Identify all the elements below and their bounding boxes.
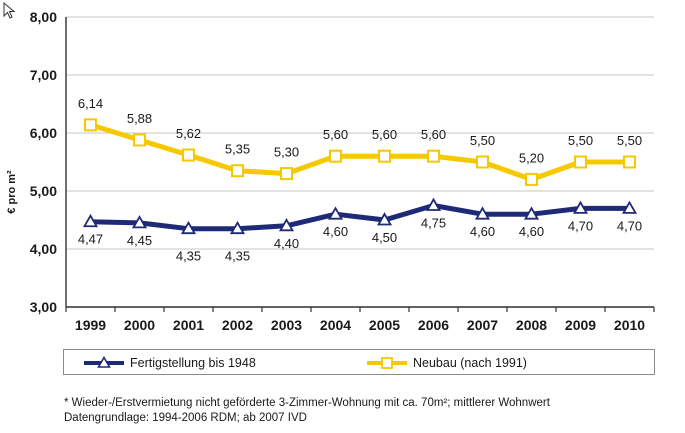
footnote: * Wieder-/Erstvermietung nicht gefördert… (64, 396, 679, 426)
data-point (329, 149, 342, 163)
data-label: 5,50 (470, 133, 495, 148)
x-tick-label: 2006 (418, 317, 449, 333)
data-label: 5,20 (519, 150, 544, 165)
data-point (425, 197, 442, 211)
data-point (623, 155, 636, 169)
data-point (180, 220, 197, 235)
y-tick-label: 5,00 (30, 183, 57, 199)
footnote-line: * Wieder-/Erstvermietung nicht gefördert… (64, 397, 550, 409)
legend-swatch-triangle-icon (84, 356, 124, 368)
chart: 3,00 4,00 5,00 6,00 7,00 8,00 1999 2000 2001 2002… (6, 9, 655, 333)
x-tick-label: 2008 (516, 317, 547, 333)
legend-label: Neubau (nach 1991) (413, 356, 527, 370)
y-tick-label: 4,00 (30, 241, 57, 257)
data-point (378, 149, 391, 163)
legend: Fertigstellung bis 1948 Neubau (nach 199… (63, 349, 655, 375)
data-label: 4,50 (372, 230, 397, 245)
x-tick-label: 2002 (222, 317, 253, 333)
data-label: 5,50 (617, 133, 642, 148)
data-label: 5,60 (421, 127, 446, 142)
data-label: 5,50 (568, 133, 593, 148)
data-label: 4,60 (470, 224, 495, 239)
data-label: 5,35 (225, 142, 250, 157)
data-label: 4,35 (225, 249, 250, 264)
data-label: 4,70 (617, 218, 642, 233)
y-axis-label: € pro m² (6, 170, 18, 214)
data-point (525, 172, 538, 186)
data-point (427, 149, 440, 163)
y-tick-label: 7,00 (30, 67, 57, 83)
data-point (376, 212, 393, 226)
data-point (82, 213, 99, 228)
y-tick-label: 3,00 (30, 299, 57, 315)
data-label: 4,70 (568, 218, 593, 233)
data-point (229, 220, 246, 235)
legend-item-series-1: Fertigstellung bis 1948 (84, 354, 256, 372)
x-tick-label: 2010 (614, 317, 645, 333)
data-point (280, 167, 293, 181)
x-tick-label: 1999 (75, 317, 106, 333)
data-point (84, 118, 97, 132)
data-label: 4,60 (519, 224, 544, 239)
data-point (131, 215, 148, 229)
data-point (327, 206, 344, 220)
data-point (182, 148, 195, 162)
footnote-line: Datengrundlage: 1994-2006 RDM; ab 2007 I… (64, 412, 307, 424)
x-tick-label: 2001 (173, 317, 204, 333)
x-tick-label: 2009 (565, 317, 596, 333)
data-label: 4,45 (127, 233, 152, 248)
data-label: 5,30 (274, 145, 299, 160)
data-label: 5,62 (176, 126, 201, 141)
x-tick-label: 2003 (271, 317, 302, 333)
y-tick-label: 6,00 (30, 125, 57, 141)
data-point (523, 206, 540, 220)
x-tick-label: 2005 (369, 317, 400, 333)
x-tick-label: 2000 (124, 317, 155, 333)
x-tick-label: 2004 (320, 317, 351, 333)
data-label: 6,14 (78, 96, 103, 111)
data-label: 4,35 (176, 249, 201, 264)
data-point (574, 155, 587, 169)
data-point (474, 206, 491, 220)
legend-label: Fertigstellung bis 1948 (130, 356, 256, 370)
data-label: 5,60 (372, 127, 397, 142)
y-tick-label: 8,00 (30, 9, 57, 25)
data-label: 4,75 (421, 216, 446, 231)
data-point (231, 164, 244, 178)
data-point (278, 217, 295, 232)
data-point (476, 155, 489, 169)
data-point (572, 200, 589, 214)
data-label: 4,47 (78, 232, 103, 247)
data-label: 5,60 (323, 127, 348, 142)
series-line (88, 122, 632, 182)
data-point (133, 133, 146, 147)
x-tick-label: 2007 (467, 317, 498, 333)
data-label: 4,60 (323, 224, 348, 239)
data-label: 5,88 (127, 111, 152, 126)
data-label: 4,40 (274, 236, 299, 251)
chart-svg: 3,00 4,00 5,00 6,00 7,00 8,00 1999 2000 2001 2002… (6, 9, 655, 333)
data-point (621, 200, 638, 214)
legend-item-series-2: Neubau (nach 1991) (367, 354, 527, 372)
series-line (88, 203, 632, 232)
mouse-pointer-icon (3, 2, 16, 19)
legend-swatch-square-icon (367, 357, 407, 369)
